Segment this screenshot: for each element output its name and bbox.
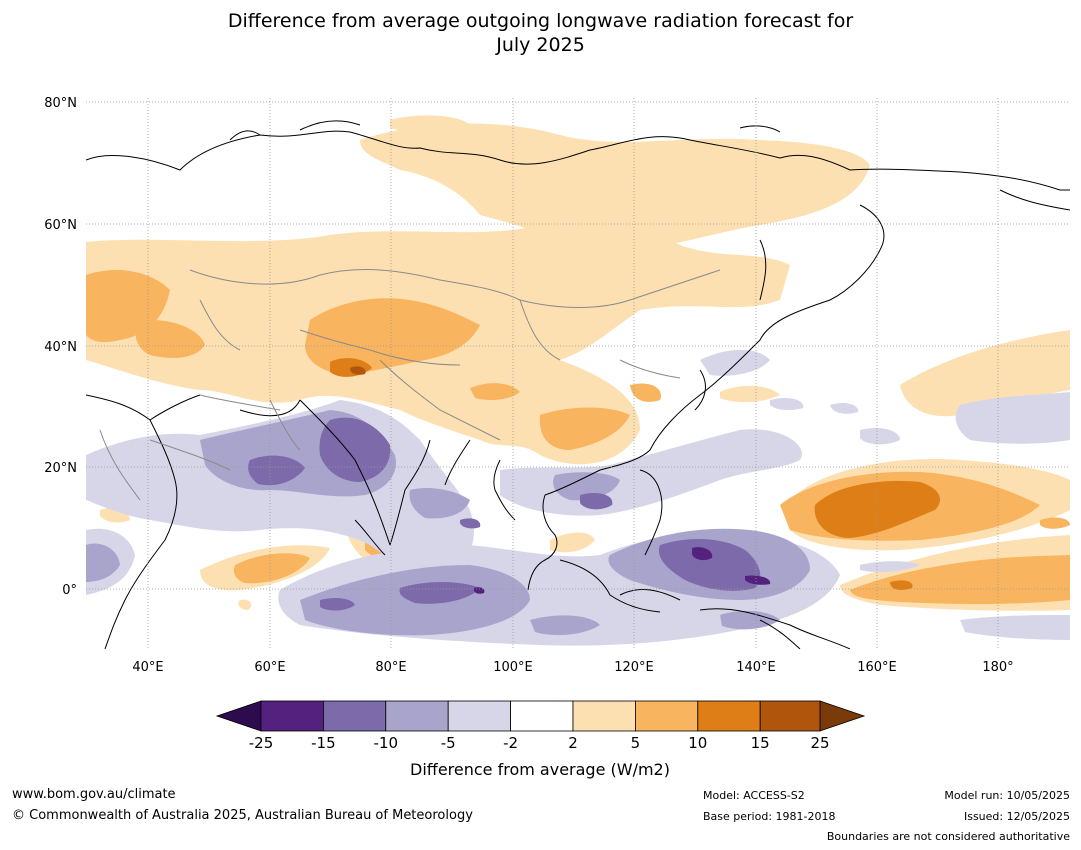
- colorbar: [215, 700, 866, 732]
- base-period: Base period: 1981-2018: [703, 810, 836, 823]
- colorbar-tick: -2: [503, 734, 518, 752]
- lat-label-20n: 20°N: [44, 461, 77, 476]
- colorbar-tick: -10: [374, 734, 399, 752]
- colorbar-ticks: -25 -15 -10 -5 -2 2 5 10 15 25: [249, 734, 830, 752]
- colorbar-segment: [447, 700, 512, 732]
- colorbar-segment: [759, 700, 821, 732]
- colorbar-tick: 2: [568, 734, 578, 752]
- colorbar-tick: -25: [249, 734, 274, 752]
- colorbar-tick: -15: [311, 734, 336, 752]
- colorbar-segment: [635, 700, 699, 732]
- longitude-labels: 40°E 60°E 80°E 100°E 120°E 140°E 160°E 1…: [132, 660, 1013, 675]
- lat-label-60n: 60°N: [44, 218, 77, 233]
- lon-label-60e: 60°E: [254, 660, 285, 675]
- latitude-labels: 80°N 60°N 40°N 20°N 0°: [44, 96, 77, 598]
- lon-label-80e: 80°E: [375, 660, 406, 675]
- colorbar-segment: [697, 700, 761, 732]
- copyright-notice: © Commonwealth of Australia 2025, Austra…: [12, 808, 473, 823]
- colorbar-segment: [322, 700, 387, 732]
- gridlines: [86, 98, 1070, 649]
- model-name: Model: ACCESS-S2: [703, 789, 805, 802]
- colorbar-segment: [260, 700, 324, 732]
- lon-label-40e: 40°E: [132, 660, 163, 675]
- lat-label-40n: 40°N: [44, 340, 77, 355]
- anomaly-deep-purple: [473, 547, 771, 594]
- map-title-line-2: July 2025: [496, 34, 585, 56]
- map-title-line-1: Difference from average outgoing longwav…: [227, 10, 854, 32]
- model-run-date: Model run: 10/05/2025: [944, 789, 1070, 802]
- issued-date: Issued: 12/05/2025: [963, 810, 1070, 823]
- colorbar-extend-left: [215, 700, 262, 732]
- lat-label-equator: 0°: [62, 583, 77, 598]
- map-panel: [86, 98, 1070, 649]
- colorbar-extend-right: [819, 700, 866, 732]
- colorbar-title: Difference from average (W/m2): [410, 760, 670, 779]
- lon-label-180: 180°: [982, 660, 1013, 675]
- lat-label-80n: 80°N: [44, 96, 77, 111]
- anomaly-darkest-orange: [350, 366, 366, 375]
- country-boundaries: [99, 269, 721, 501]
- colorbar-tick: 15: [751, 734, 770, 752]
- colorbar-tick: -5: [441, 734, 456, 752]
- lon-label-160e: 160°E: [857, 660, 897, 675]
- coastlines: [86, 120, 1070, 649]
- colorbar-tick: 10: [688, 734, 707, 752]
- lon-label-120e: 120°E: [614, 660, 654, 675]
- colorbar-tick: 25: [810, 734, 829, 752]
- colorbar-segment: [572, 700, 636, 732]
- colorbar-tick: 5: [631, 734, 641, 752]
- colorbar-segment: [510, 700, 574, 732]
- anomaly-dark-purple: [248, 417, 761, 611]
- boundaries-disclaimer: Boundaries are not considered authoritat…: [826, 830, 1070, 843]
- website-link[interactable]: www.bom.gov.au/climate: [12, 787, 176, 802]
- lon-label-140e: 140°E: [736, 660, 776, 675]
- colorbar-segment: [385, 700, 449, 732]
- lon-label-100e: 100°E: [493, 660, 533, 675]
